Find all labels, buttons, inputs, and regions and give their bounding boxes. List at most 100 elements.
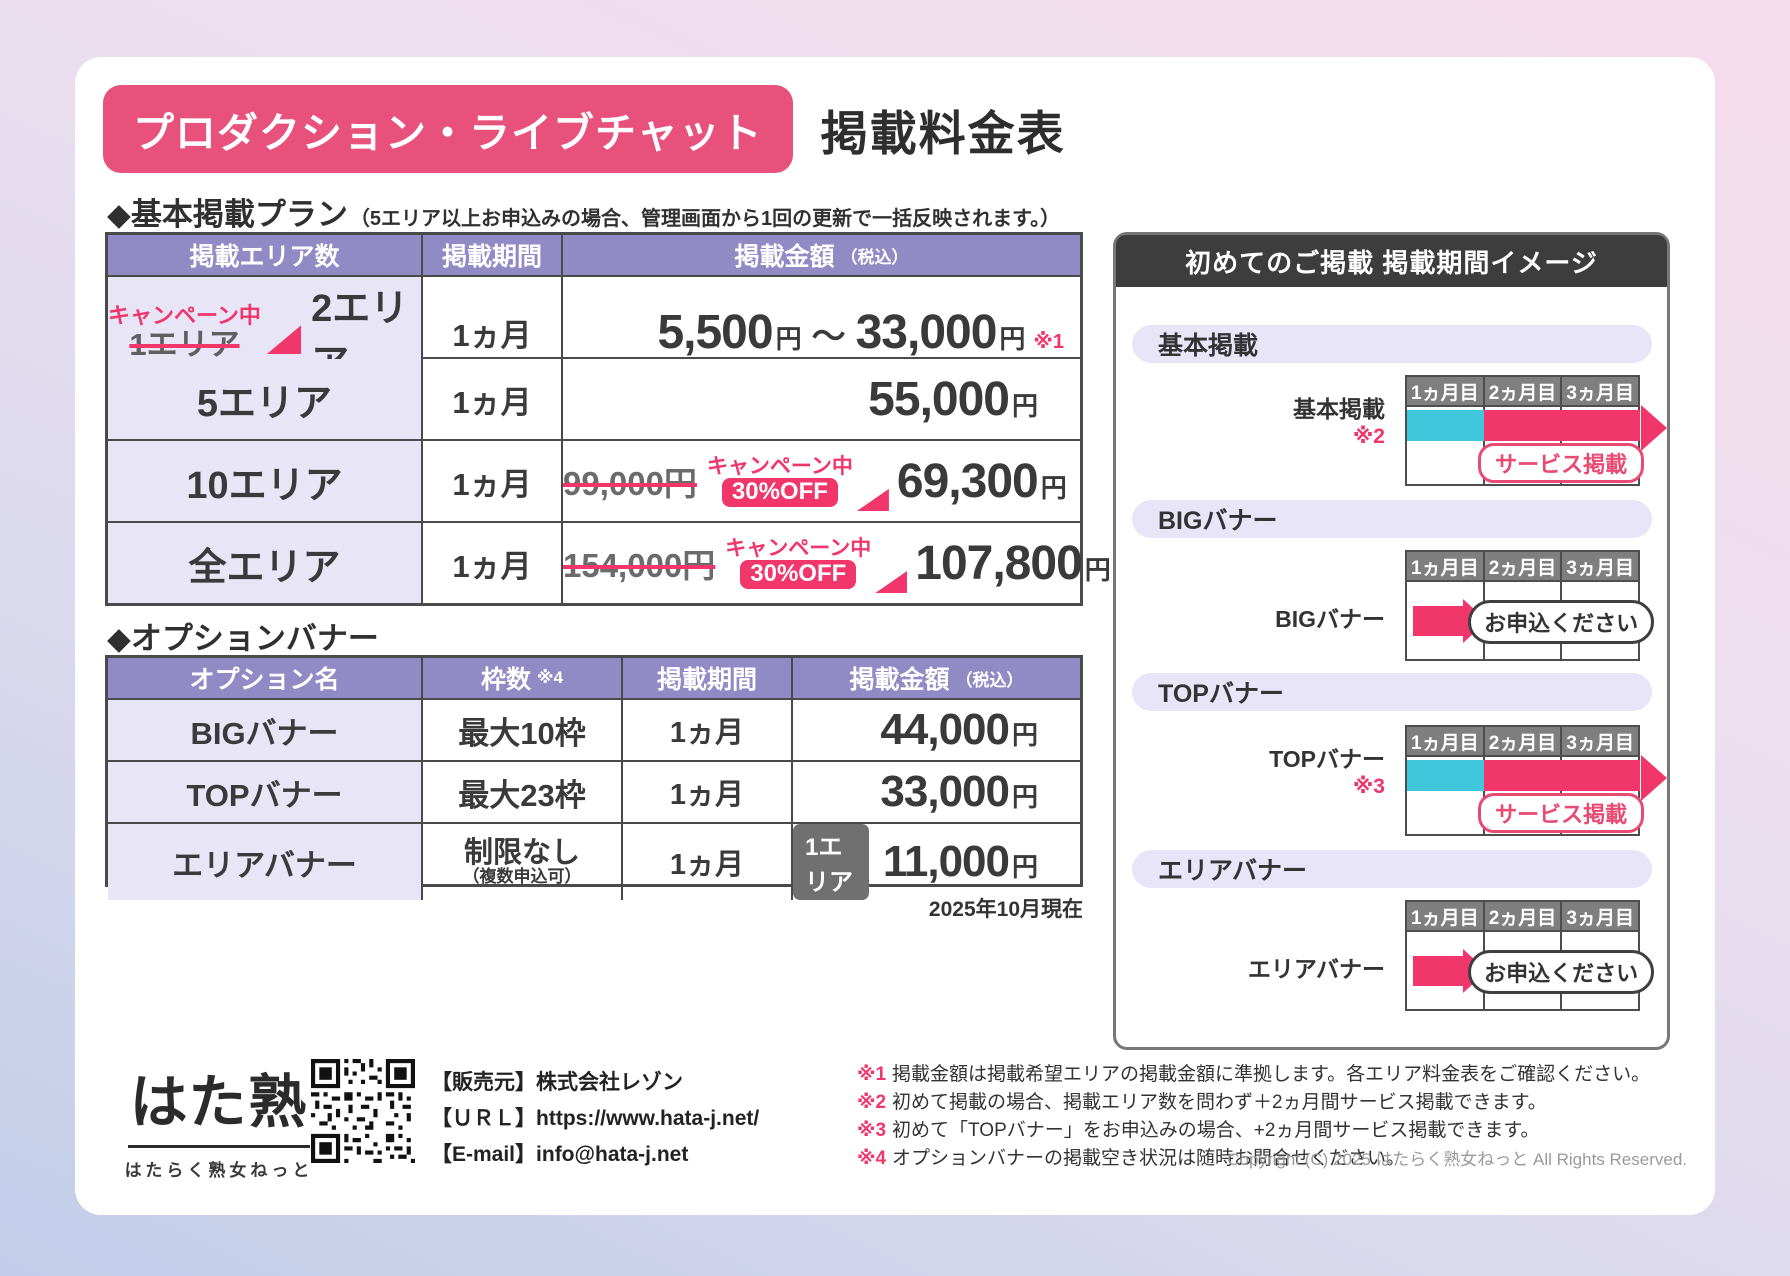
table-row: キャンペーン中 1エリア 2エリア 1ヵ月 5,500 円 ～ 33,000 円… bbox=[108, 275, 1080, 387]
month-header: 3ヵ月目 bbox=[1562, 552, 1639, 582]
slots-cell: 最大23枠 bbox=[423, 762, 623, 822]
slots-cell: 最大10枠 bbox=[423, 700, 623, 760]
page-title: 掲載料金表 bbox=[820, 106, 1066, 160]
url-line: 【ＵＲＬ】https://www.hata-j.net/ bbox=[431, 1107, 760, 1130]
price-value: 33,000 bbox=[880, 767, 1010, 816]
price-cell: 44,000 円 bbox=[880, 705, 1038, 754]
price-max: 33,000 bbox=[855, 305, 998, 359]
old-price-strikethrough: 154,000円 bbox=[563, 547, 716, 584]
basic-table-header: 掲載エリア数 掲載期間 掲載金額 （税込） bbox=[108, 235, 1080, 275]
footnote-4: ※4 オプションバナーの掲載空き状況は随時お問合せください。 bbox=[857, 1148, 1406, 1169]
arrow-triangle-icon bbox=[875, 570, 908, 593]
table-row: 全エリア 1ヵ月 154,000円 キャンペーン中 30%OFF 107,800… bbox=[108, 521, 1111, 603]
timeline-table-basic: 1ヵ月目 2ヵ月目 3ヵ月目 サービス掲載 bbox=[1405, 375, 1667, 486]
month-header: 1ヵ月目 bbox=[1407, 727, 1485, 757]
campaign-label: キャンペーン中 bbox=[706, 455, 853, 479]
col-header-price: 掲載金額 （税込） bbox=[734, 243, 909, 271]
page-header: プロダクション・ライブチャット 掲載料金表 bbox=[103, 85, 1066, 173]
price-cell: 33,000 円 bbox=[880, 767, 1038, 816]
area-cell: 5エリア bbox=[108, 359, 423, 439]
month-header: 2ヵ月目 bbox=[1484, 377, 1563, 407]
option-banner-heading: ◆オプションバナー bbox=[107, 613, 379, 658]
footnote-1: ※1 掲載金額は掲載希望エリアの掲載金額に準拠します。各エリア料金表をご確認くださ… bbox=[857, 1064, 1651, 1085]
option-name-cell: エリアバナー bbox=[108, 824, 423, 900]
period-cell: 1ヵ月 bbox=[623, 762, 793, 822]
as-of-date: 2025年10月現在 bbox=[928, 898, 1083, 921]
price-min: 5,500 bbox=[657, 305, 773, 359]
service-listing-pill: サービス掲載 bbox=[1478, 792, 1645, 833]
slots-cell: 制限なし （複数申込可） bbox=[423, 824, 623, 900]
campaign-label: キャンペーン中 bbox=[108, 303, 261, 329]
price-cell: 99,000円 キャンペーン中 30%OFF 69,300 円 bbox=[563, 441, 1109, 521]
period-cell: 1ヵ月 bbox=[423, 441, 563, 521]
month-header: 2ヵ月目 bbox=[1484, 727, 1563, 757]
footnote-2: ※2 初めて掲載の場合、掲載エリア数を問わず＋2ヵ月間サービス掲載できます。 bbox=[857, 1092, 1547, 1113]
campaign-label: キャンペーン中 bbox=[725, 537, 872, 561]
area-count-badge: 1エリア bbox=[793, 824, 869, 900]
col-header-period: 掲載期間 bbox=[423, 235, 563, 275]
month-header: 2ヵ月目 bbox=[1484, 552, 1563, 582]
timeline-row-label: TOPバナー ※3 bbox=[1235, 745, 1385, 801]
copyright-notice: Copyright (C) 2025 はたらく熟女ねっと All Rights … bbox=[1227, 1150, 1687, 1169]
table-row: 10エリア 1ヵ月 99,000円 キャンペーン中 30%OFF 69,300 … bbox=[108, 439, 1080, 521]
section-pill-big-banner: BIGバナー bbox=[1132, 500, 1652, 538]
discount-badge: 30%OFF bbox=[721, 478, 838, 507]
option-name-cell: TOPバナー bbox=[108, 762, 423, 822]
arrow-triangle-icon bbox=[856, 488, 889, 511]
flyer-card: プロダクション・ライブチャット 掲載料金表 ◆基本掲載プラン （5エリア以上お申… bbox=[75, 57, 1715, 1215]
section-pill-basic: 基本掲載 bbox=[1132, 325, 1652, 363]
campaign-stack: キャンペーン中 30%OFF bbox=[706, 455, 853, 507]
old-area-strikethrough: 1エリア bbox=[129, 326, 240, 362]
price-cell: 154,000円 キャンペーン中 30%OFF 107,800 円 bbox=[563, 523, 1153, 603]
month-header: 3ヵ月目 bbox=[1562, 727, 1639, 757]
qr-code bbox=[311, 1059, 415, 1163]
email-address: info@hata-j.net bbox=[536, 1143, 689, 1166]
campaign-stack: キャンペーン中 30%OFF bbox=[725, 537, 872, 589]
brand-logo: はた熟® はたらく熟女ねっと bbox=[110, 1055, 328, 1181]
month-header: 1ヵ月目 bbox=[1407, 902, 1485, 932]
timeline-table-big-banner: 1ヵ月目 2ヵ月目 3ヵ月目 お申込ください bbox=[1405, 550, 1655, 661]
period-cell: 1ヵ月 bbox=[623, 824, 793, 900]
period-cell: 1ヵ月 bbox=[423, 359, 563, 439]
col-header-area: 掲載エリア数 bbox=[108, 235, 423, 275]
period-cell: 1ヵ月 bbox=[623, 700, 793, 760]
email-line: 【E-mail】info@hata-j.net bbox=[431, 1143, 689, 1166]
footnote-ref: ※1 bbox=[1033, 330, 1064, 353]
table-row: BIGバナー 最大10枠 1ヵ月 44,000 円 bbox=[108, 698, 1080, 760]
option-banner-title: ◆オプションバナー bbox=[107, 621, 379, 656]
panel-title: 初めてのご掲載 掲載期間イメージ bbox=[1116, 235, 1667, 287]
timeline-row-label: BIGバナー bbox=[1275, 606, 1385, 632]
campaign-stack: キャンペーン中 1エリア bbox=[108, 303, 261, 362]
website-url: https://www.hata-j.net/ bbox=[536, 1107, 760, 1130]
price-cell: 55,000 円 bbox=[868, 372, 1038, 426]
month-header: 1ヵ月目 bbox=[1407, 552, 1485, 582]
period-cell: 1ヵ月 bbox=[423, 277, 563, 387]
timeline-row-label: エリアバナー bbox=[1247, 956, 1385, 982]
discount-badge: 30%OFF bbox=[740, 560, 857, 589]
option-banner-table: オプション名 枠数 ※4 掲載期間 掲載金額 （税込） BIGバナー 最大10枠… bbox=[105, 655, 1083, 900]
brand-tagline: はたらく熟女ねっと bbox=[124, 1161, 314, 1180]
price-value: 69,300 bbox=[896, 454, 1039, 508]
table-row: エリアバナー 制限なし （複数申込可） 1ヵ月 1エリア 11,000 円 bbox=[108, 822, 1080, 900]
service-period-arrow bbox=[1483, 405, 1667, 451]
footnote-ref: ※3 bbox=[1352, 775, 1385, 798]
paid-period-arrow bbox=[1413, 606, 1463, 636]
price-value: 107,800 bbox=[915, 536, 1083, 590]
service-listing-pill: サービス掲載 bbox=[1478, 442, 1645, 483]
timeline-table-top-banner: 1ヵ月目 2ヵ月目 3ヵ月目 サービス掲載 bbox=[1405, 725, 1667, 836]
timeline-table-area-banner: 1ヵ月目 2ヵ月目 3ヵ月目 お申込ください bbox=[1405, 900, 1655, 1011]
first-listing-panel: 初めてのご掲載 掲載期間イメージ 基本掲載 基本掲載 ※2 1ヵ月目 2ヵ月目 … bbox=[1113, 232, 1670, 1050]
category-badge: プロダクション・ライブチャット bbox=[103, 85, 793, 173]
basic-plan-note: （5エリア以上お申込みの場合、管理画面から1回の更新で一括反映されます。） bbox=[349, 208, 1061, 230]
service-period-arrow bbox=[1483, 755, 1667, 801]
price-value: 11,000 bbox=[882, 837, 1010, 886]
footnote-3: ※3 初めて「TOPバナー」をお申込みの場合、+2ヵ月間サービス掲載できます。 bbox=[857, 1120, 1540, 1141]
arrow-triangle-icon bbox=[266, 325, 302, 354]
price-cell: 5,500 円 ～ 33,000 円 ※1 bbox=[657, 305, 1064, 359]
area-cell: 10エリア bbox=[108, 441, 423, 521]
month-header: 3ヵ月目 bbox=[1562, 377, 1639, 407]
month-header: 2ヵ月目 bbox=[1484, 902, 1563, 932]
paid-period-bar bbox=[1407, 410, 1485, 441]
contact-info: 【販売元】株式会社レゾン 【ＵＲＬ】https://www.hata-j.net… bbox=[431, 1065, 759, 1173]
apply-pill: お申込ください bbox=[1468, 600, 1655, 644]
